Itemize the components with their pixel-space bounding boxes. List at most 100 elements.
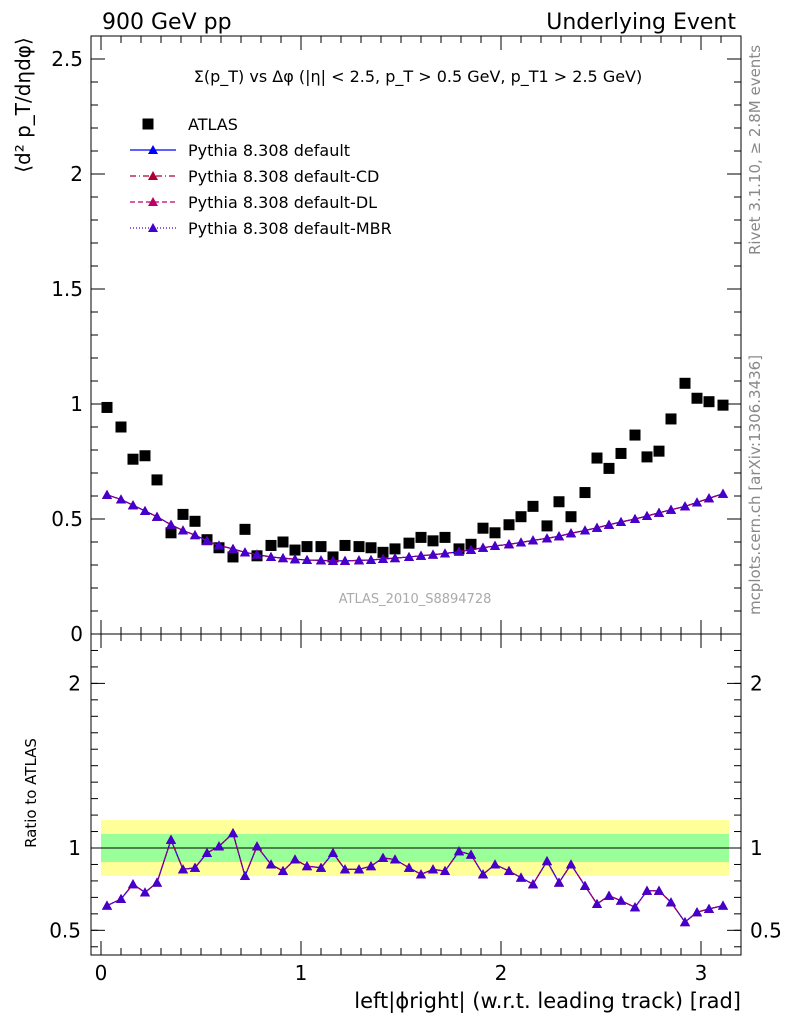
mc-point-4 [692, 497, 702, 507]
mc-point-4 [240, 547, 250, 557]
mc-point-4 [302, 554, 312, 564]
ratio-point-3 [478, 869, 488, 879]
ratio-point-3 [102, 900, 112, 910]
legend-label: Pythia 8.308 default-CD [188, 167, 379, 186]
mc-point-4 [554, 531, 564, 541]
legend-marker [148, 171, 158, 180]
ratio-point-3 [140, 887, 150, 897]
mc-line-2 [106, 493, 724, 562]
atlas-point [553, 496, 565, 508]
atlas-point [653, 445, 665, 457]
ratio-point-3 [680, 917, 690, 927]
mc-point-4 [516, 537, 526, 547]
mc-point-4 [178, 525, 188, 535]
atlas-point [265, 539, 277, 551]
mc-point-4 [354, 555, 364, 565]
atlas-point [665, 413, 677, 425]
mc-point-4 [580, 525, 590, 535]
atlas-point [415, 531, 427, 543]
header-left: 900 GeV pp [102, 10, 232, 35]
atlas-point [177, 508, 189, 520]
legend-label: ATLAS [188, 115, 238, 134]
y-tick-label: 2 [70, 162, 83, 186]
atlas-point [641, 451, 653, 463]
atlas-point [477, 522, 489, 534]
ratio-point-3 [454, 846, 464, 856]
ratio-point-3 [252, 841, 262, 851]
atlas-point [365, 542, 377, 554]
ratio-point-3 [592, 898, 602, 908]
atlas-point [465, 538, 477, 550]
atlas-point [189, 515, 201, 527]
mc-point-4 [366, 554, 376, 564]
atlas-point [115, 421, 127, 433]
atlas-point [227, 551, 239, 563]
atlas-point [353, 541, 365, 553]
ratio-point-3 [390, 854, 400, 864]
atlas-point [139, 450, 151, 462]
atlas-point [691, 392, 703, 404]
ratio-point-3 [566, 859, 576, 869]
atlas-point [239, 523, 251, 535]
mc-point-4 [680, 501, 690, 511]
mc-point-4 [718, 488, 728, 498]
mc-point-4 [528, 535, 538, 545]
ratio-point-3 [718, 900, 728, 910]
atlas-point [615, 447, 627, 459]
atlas-point [151, 474, 163, 486]
ratio-point-3 [616, 895, 626, 905]
ratio-frame [90, 633, 742, 956]
atlas-point [427, 535, 439, 547]
mc-point-4 [666, 504, 676, 514]
mc-point-4 [152, 511, 162, 521]
ratio-y-tick-label: 0.5 [49, 918, 81, 942]
mc-point-4 [630, 514, 640, 523]
x-tick-label: 1 [295, 961, 308, 985]
mc-point-4 [490, 540, 500, 550]
mc-point-4 [202, 535, 212, 545]
legend-label: Pythia 8.308 default-MBR [188, 219, 392, 238]
atlas-point [165, 527, 177, 539]
atlas-point [579, 487, 591, 499]
ratio-point-3 [428, 864, 438, 874]
atlas-point [717, 399, 729, 411]
main-axis-ticks: 0 0.5 1 1.5 2 2.5 [51, 36, 741, 646]
mc-point-4 [278, 553, 288, 563]
ratio-point-3 [440, 866, 450, 876]
ratio-point-3 [178, 864, 188, 874]
atlas-point [101, 401, 113, 413]
atlas-point [527, 500, 539, 512]
ratio-point-3 [152, 877, 162, 887]
mc-point-4 [316, 555, 326, 565]
atlas-point [541, 520, 553, 532]
atlas-point [389, 543, 401, 555]
ratio-point-3 [490, 859, 500, 869]
mc-point-4 [102, 489, 112, 499]
atlas-point [339, 539, 351, 551]
ratio-point-3 [604, 890, 614, 900]
legend-marker-atlas [142, 118, 154, 130]
y-tick-label: 0 [70, 622, 83, 646]
mc-line-4 [106, 493, 724, 562]
ratio-point-3 [340, 864, 350, 874]
ratio-point-3 [630, 902, 640, 912]
atlas-point [289, 544, 301, 556]
mc-point-4 [228, 543, 238, 553]
x-tick-label: 2 [495, 961, 508, 985]
mc-point-4 [128, 500, 138, 510]
ratio-point-3 [302, 861, 312, 871]
mc-point-4 [592, 522, 602, 532]
ratio-point-3 [504, 866, 514, 876]
atlas-point [629, 429, 641, 441]
rivet-label: Rivet 3.1.10, ≥ 2.8M events [746, 45, 764, 255]
mc-point-4 [166, 519, 176, 529]
mc-point-4 [214, 540, 224, 550]
ratio-point-3 [642, 885, 652, 895]
atlas-point [679, 377, 691, 389]
atlas-point [603, 462, 615, 474]
mc-point-4 [140, 505, 150, 515]
atlas-point [439, 531, 451, 543]
ratio-point-3 [278, 866, 288, 876]
mc-point-4 [654, 507, 664, 517]
